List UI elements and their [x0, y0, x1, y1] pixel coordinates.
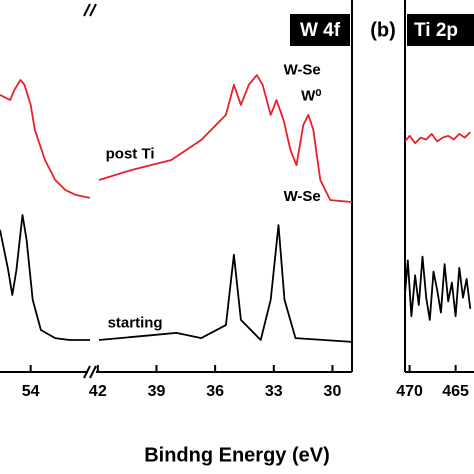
- plot-area: [405, 131, 472, 321]
- annotation: post Ti: [106, 145, 155, 162]
- x-tick-label: 30: [324, 383, 342, 400]
- spectrum-line: [405, 131, 471, 145]
- axis-break: [83, 3, 97, 17]
- x-tick-label: 465: [442, 383, 469, 400]
- annotation: starting: [108, 315, 163, 332]
- x-tick-label: 39: [148, 383, 166, 400]
- x-tick-label: 54: [22, 383, 40, 400]
- x-tick-label: 42: [89, 383, 107, 400]
- panel-label: (b): [370, 19, 396, 41]
- panel-title: W 4f: [300, 20, 341, 41]
- annotation: W-Se: [284, 188, 321, 205]
- x-tick-label: 36: [206, 383, 224, 400]
- title-box: [407, 14, 474, 46]
- x-tick-label: 470: [396, 383, 423, 400]
- x-tick-label: 33: [265, 383, 283, 400]
- spectrum-line: [98, 224, 352, 343]
- spectrum-line: [98, 74, 352, 203]
- axis-break: [83, 365, 97, 379]
- spectrum-line: [0, 214, 90, 341]
- plot-area: [98, 74, 352, 343]
- annotation: W-Se: [284, 62, 321, 79]
- spectrum-line: [405, 255, 472, 321]
- title-box: [290, 14, 350, 46]
- plot-area: [0, 79, 90, 341]
- spectrum-line: [0, 79, 90, 199]
- panel-title: Ti 2p: [414, 20, 458, 41]
- axes: [0, 0, 474, 379]
- annotation: W⁰: [301, 88, 321, 105]
- x-axis-title: Bindng Energy (eV): [144, 444, 330, 466]
